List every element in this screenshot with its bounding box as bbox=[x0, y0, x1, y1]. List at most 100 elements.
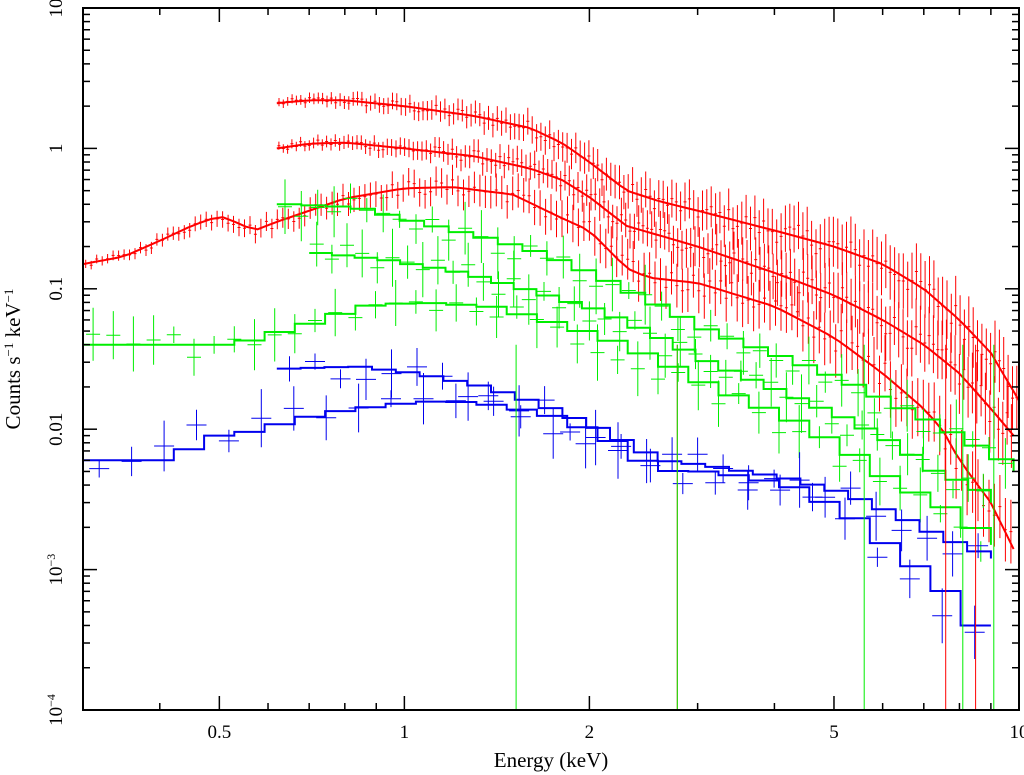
data-point bbox=[106, 311, 121, 360]
data-point bbox=[506, 250, 521, 307]
data-point bbox=[593, 178, 597, 211]
data-point bbox=[658, 333, 673, 378]
data-point bbox=[555, 200, 558, 238]
data-point bbox=[834, 324, 838, 378]
data-point bbox=[703, 309, 718, 342]
series-green-2 bbox=[309, 221, 992, 508]
data-point bbox=[905, 320, 909, 377]
data-point bbox=[521, 274, 536, 325]
data-point bbox=[997, 329, 1001, 393]
data-point bbox=[458, 372, 479, 421]
data-point bbox=[884, 234, 888, 289]
data-point bbox=[308, 308, 322, 333]
data-point bbox=[635, 181, 639, 217]
data-point bbox=[433, 137, 437, 157]
data-point bbox=[745, 240, 749, 284]
data-point bbox=[883, 335, 887, 392]
data-point bbox=[589, 178, 593, 211]
data-point bbox=[587, 202, 591, 241]
data-point bbox=[737, 470, 758, 510]
data-point bbox=[447, 105, 451, 127]
y-axis-title-base: Counts s bbox=[1, 357, 25, 430]
data-point bbox=[875, 295, 879, 350]
data-point bbox=[482, 111, 486, 135]
data-point bbox=[459, 149, 463, 172]
data-point bbox=[281, 99, 285, 108]
data-point bbox=[612, 311, 627, 352]
data-point bbox=[667, 214, 671, 253]
data-point bbox=[567, 165, 571, 196]
data-point bbox=[795, 286, 799, 338]
data-point bbox=[731, 207, 735, 250]
data-point bbox=[442, 141, 446, 162]
data-point bbox=[749, 362, 764, 389]
y-tick-label: 1 bbox=[46, 144, 67, 154]
data-point bbox=[522, 178, 526, 213]
data-point bbox=[686, 267, 690, 312]
data-point bbox=[155, 233, 159, 246]
data-point bbox=[423, 180, 427, 209]
data-point bbox=[720, 323, 735, 350]
model-line bbox=[83, 302, 992, 545]
data-point bbox=[653, 261, 657, 304]
data-point bbox=[611, 204, 615, 239]
data-point bbox=[556, 235, 571, 279]
data-point bbox=[491, 113, 495, 138]
series-blue-1 bbox=[276, 348, 992, 577]
data-point bbox=[713, 454, 734, 483]
data-point bbox=[351, 91, 355, 106]
data-point bbox=[407, 348, 427, 386]
data-point bbox=[333, 134, 337, 147]
data-point bbox=[752, 333, 767, 368]
data-point bbox=[644, 171, 648, 208]
data-point bbox=[507, 144, 511, 171]
data-point bbox=[684, 228, 688, 268]
data-point bbox=[809, 385, 824, 418]
data-point bbox=[321, 92, 325, 105]
data-point bbox=[840, 424, 854, 447]
data-point bbox=[376, 194, 391, 233]
plot-frame bbox=[82, 7, 1020, 711]
data-point bbox=[802, 482, 823, 512]
data-point bbox=[637, 205, 641, 241]
data-point bbox=[850, 315, 854, 370]
data-point bbox=[652, 190, 656, 227]
data-point bbox=[879, 298, 883, 353]
data-point bbox=[845, 271, 849, 323]
data-point bbox=[752, 282, 756, 332]
data-point bbox=[928, 256, 931, 314]
y-axis-title: Counts s−1 keV−1 bbox=[1, 289, 26, 430]
data-point bbox=[801, 248, 805, 297]
data-point bbox=[303, 141, 307, 152]
data-point bbox=[702, 237, 706, 278]
data-point bbox=[727, 188, 731, 231]
data-point bbox=[580, 180, 584, 212]
data-point bbox=[533, 150, 537, 179]
data-point bbox=[971, 451, 975, 513]
data-point bbox=[628, 213, 632, 249]
data-point bbox=[749, 206, 752, 251]
data-point bbox=[563, 160, 567, 191]
data-point bbox=[689, 227, 693, 268]
data-point bbox=[451, 164, 454, 195]
data-point bbox=[396, 181, 400, 209]
data-point bbox=[541, 154, 545, 184]
model-line bbox=[276, 141, 1015, 437]
data-point bbox=[602, 185, 606, 219]
data-point bbox=[146, 315, 161, 365]
data-point bbox=[429, 177, 433, 207]
data-point bbox=[330, 369, 351, 389]
data-point bbox=[866, 491, 887, 541]
data-point bbox=[476, 263, 491, 301]
data-point bbox=[336, 192, 339, 216]
data-point bbox=[916, 378, 920, 437]
data-point bbox=[606, 200, 610, 234]
data-point bbox=[417, 102, 421, 122]
data-point bbox=[901, 309, 905, 365]
model-line bbox=[83, 400, 991, 627]
data-point bbox=[312, 93, 316, 105]
data-point bbox=[320, 139, 324, 151]
data-point bbox=[379, 185, 383, 211]
data-point bbox=[574, 132, 578, 164]
